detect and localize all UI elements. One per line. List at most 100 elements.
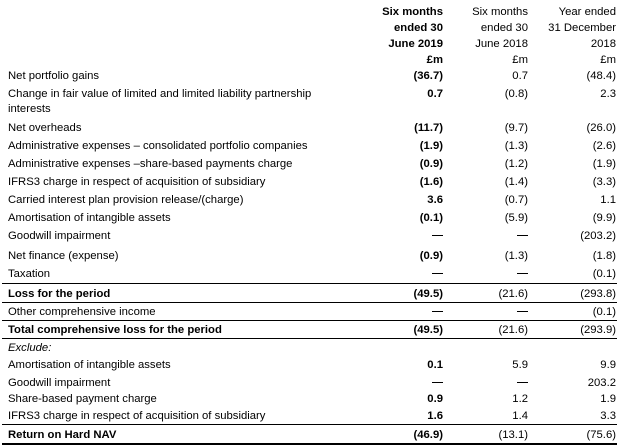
value-fy-2018: 2.3 xyxy=(600,88,616,100)
value-h1-2019: 1.6 xyxy=(427,410,443,422)
value-h1-2018: 1.4 xyxy=(512,410,528,422)
header-col-fy-2018: Year ended 31 December 2018 £m xyxy=(548,4,616,68)
value-h1-2019: 0.1 xyxy=(427,359,443,371)
nil-dash xyxy=(517,310,528,312)
value-fy-2018: 3.3 xyxy=(600,410,616,422)
value-h1-2018: (0.7) xyxy=(504,194,528,206)
nil-dash xyxy=(517,234,528,236)
table-row: Change in fair value of limited and limi… xyxy=(0,85,619,117)
value-h1-2019: (49.5) xyxy=(413,288,443,300)
header-col-h1-2018: Six months ended 30 June 2018 £m xyxy=(472,4,528,68)
row-label: Amortisation of intangible assets xyxy=(8,212,171,224)
value-fy-2018: 1.9 xyxy=(600,393,616,405)
value-h1-2019: (0.1) xyxy=(419,212,443,224)
table-rule xyxy=(2,320,617,321)
nil-dash xyxy=(517,381,528,383)
value-fy-2018: (2.6) xyxy=(592,140,616,152)
value-fy-2018: 203.2 xyxy=(587,377,616,389)
nil-dash xyxy=(432,310,443,312)
table-rule xyxy=(2,338,617,339)
value-h1-2019 xyxy=(432,229,443,243)
value-h1-2019 xyxy=(432,267,443,281)
nil-dash xyxy=(517,272,528,274)
value-h1-2018 xyxy=(517,267,528,281)
table-row: Amortisation of intangible assets (0.1) … xyxy=(0,209,619,226)
row-label: Net finance (expense) xyxy=(8,250,119,262)
value-fy-2018: (3.3) xyxy=(592,176,616,188)
header-line: 31 December xyxy=(548,22,616,34)
value-h1-2018: (1.4) xyxy=(504,176,528,188)
row-label: Taxation xyxy=(8,268,51,280)
row-label: Carried interest plan provision release/… xyxy=(8,194,244,206)
header-line: June 2019 xyxy=(388,38,443,50)
value-h1-2019: (46.9) xyxy=(413,429,443,441)
nil-dash xyxy=(432,272,443,274)
value-fy-2018: (26.0) xyxy=(586,122,616,134)
header-line: June 2018 xyxy=(475,38,528,50)
row-label: Total comprehensive loss for the period xyxy=(8,324,222,336)
value-h1-2019: 0.7 xyxy=(427,88,443,100)
header-line: £m xyxy=(512,54,528,66)
table-row: Goodwill impairment (203.2) xyxy=(0,227,619,244)
value-fy-2018: (293.8) xyxy=(580,288,616,300)
value-h1-2019: 3.6 xyxy=(427,194,443,206)
value-fy-2018: (293.9) xyxy=(580,324,616,336)
value-h1-2018: (13.1) xyxy=(498,429,528,441)
value-h1-2018 xyxy=(517,229,528,243)
table-row-subtotal: Loss for the period (49.5) (21.6) (293.8… xyxy=(0,285,619,302)
value-fy-2018: (0.1) xyxy=(592,268,616,280)
value-h1-2018: 0.7 xyxy=(512,70,528,82)
row-label: Goodwill impairment xyxy=(8,230,111,242)
header-line: 2018 xyxy=(590,38,616,50)
table-row: Share-based payment charge 0.9 1.2 1.9 xyxy=(0,390,619,407)
row-label: Return on Hard NAV xyxy=(8,429,117,441)
table-rule-bottom xyxy=(2,443,617,445)
table-row: Amortisation of intangible assets 0.1 5.… xyxy=(0,356,619,373)
table-row: Administrative expenses –share-based pay… xyxy=(0,155,619,172)
value-h1-2019: (0.9) xyxy=(419,250,443,262)
table-row-total: Return on Hard NAV (46.9) (13.1) (75.6) xyxy=(0,426,619,443)
value-h1-2018 xyxy=(517,305,528,319)
header-line: Six months xyxy=(382,6,443,18)
row-label: IFRS3 charge in respect of acquisition o… xyxy=(8,410,266,422)
header-line: ended 30 xyxy=(480,22,528,34)
value-h1-2018: (0.8) xyxy=(504,88,528,100)
value-fy-2018: (1.8) xyxy=(592,250,616,262)
row-label: Administrative expenses – consolidated p… xyxy=(8,140,308,152)
header-line: £m xyxy=(426,54,443,66)
table-row: Net finance (expense) (0.9) (1.3) (1.8) xyxy=(0,247,619,264)
table-row: Goodwill impairment 203.2 xyxy=(0,374,619,391)
table-row: Taxation (0.1) xyxy=(0,265,619,282)
nil-dash xyxy=(432,381,443,383)
value-h1-2018: (5.9) xyxy=(504,212,528,224)
value-fy-2018: (48.4) xyxy=(586,70,616,82)
table-rule xyxy=(2,283,617,284)
table-row: Other comprehensive income (0.1) xyxy=(0,303,619,320)
table-row-section: Exclude: xyxy=(0,339,619,356)
row-label: Administrative expenses –share-based pay… xyxy=(8,158,293,170)
table-row: Net portfolio gains (36.7) 0.7 (48.4) xyxy=(0,67,619,84)
value-h1-2018: 1.2 xyxy=(512,393,528,405)
value-h1-2019 xyxy=(432,305,443,319)
row-label: Share-based payment charge xyxy=(8,393,157,405)
value-h1-2018: (21.6) xyxy=(498,288,528,300)
table-row: IFRS3 charge in respect of acquisition o… xyxy=(0,407,619,424)
value-fy-2018: (203.2) xyxy=(580,230,616,242)
value-h1-2018: (1.3) xyxy=(504,250,528,262)
value-fy-2018: 9.9 xyxy=(600,359,616,371)
header-col-h1-2019: Six months ended 30 June 2019 £m xyxy=(382,4,443,68)
value-h1-2018: (9.7) xyxy=(504,122,528,134)
value-h1-2018 xyxy=(517,376,528,390)
table-rule xyxy=(2,424,617,425)
header-line: ended 30 xyxy=(394,22,443,34)
table-row: Administrative expenses – consolidated p… xyxy=(0,137,619,154)
value-h1-2019 xyxy=(432,376,443,390)
value-h1-2019: (49.5) xyxy=(413,324,443,336)
value-h1-2019: (11.7) xyxy=(414,122,443,134)
table-row-total: Total comprehensive loss for the period … xyxy=(0,321,619,338)
value-fy-2018: 1.1 xyxy=(600,194,616,206)
row-label: Other comprehensive income xyxy=(8,306,156,318)
table-row: Net overheads (11.7) (9.7) (26.0) xyxy=(0,119,619,136)
row-label: Change in fair value of limited and limi… xyxy=(8,88,312,100)
value-h1-2018: (21.6) xyxy=(498,324,528,336)
